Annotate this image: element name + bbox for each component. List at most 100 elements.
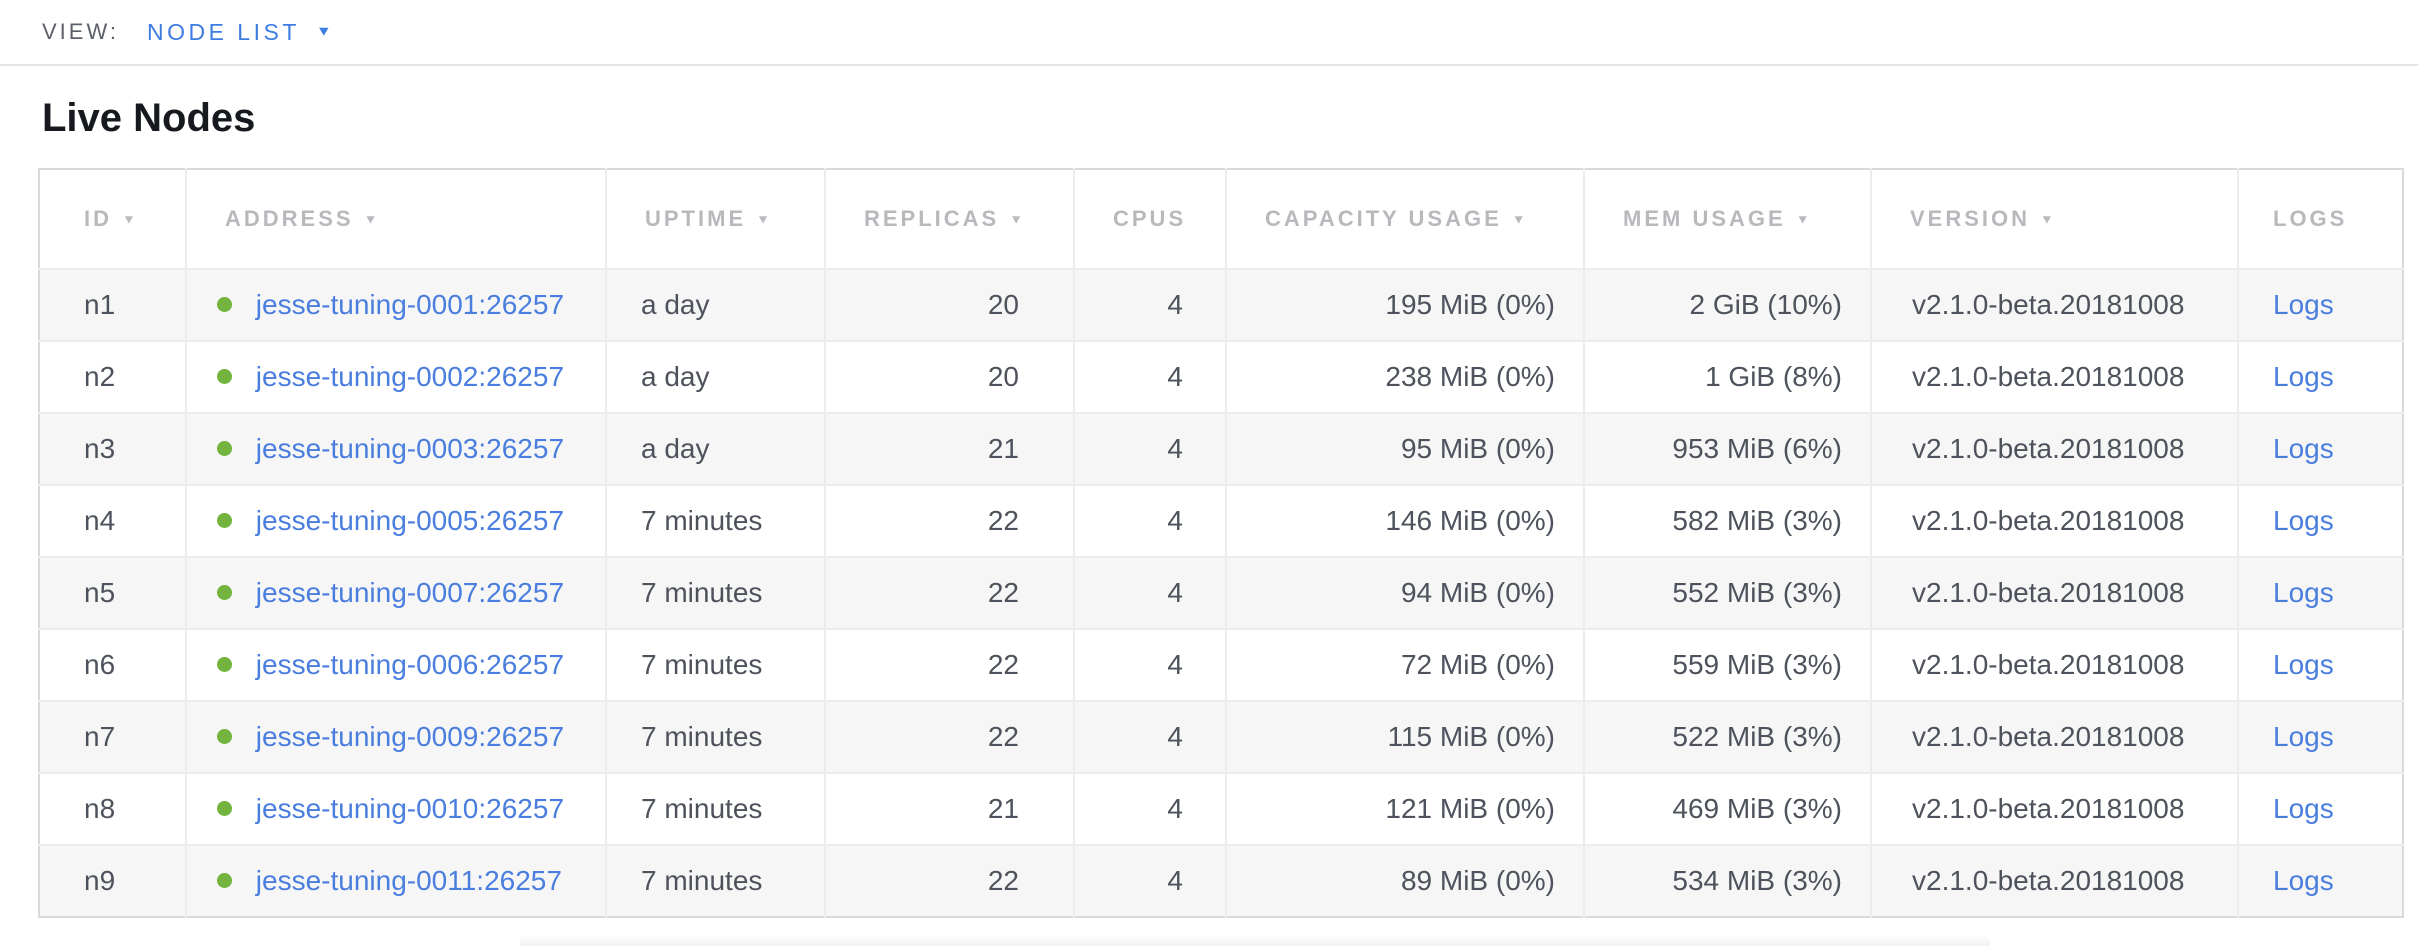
address-link[interactable]: jesse-tuning-0001:26257: [255, 289, 565, 320]
cell-version: v2.1.0-beta.20181008: [1871, 772, 2239, 845]
logs-link[interactable]: Logs: [2273, 793, 2334, 824]
sort-desc-icon: ▼: [363, 211, 381, 227]
cell-logs: Logs: [2238, 268, 2403, 341]
cell-replicas: 22: [825, 700, 1075, 773]
content-area: Live Nodes ID ▼ ADDRESS ▼ UPTIME ▼ REPLICAS…: [0, 94, 2418, 918]
cell-node-id: n7: [39, 700, 187, 773]
cell-replicas: 20: [825, 268, 1075, 341]
address-link[interactable]: jesse-tuning-0005:26257: [255, 505, 565, 536]
logs-link[interactable]: Logs: [2273, 433, 2334, 464]
logs-link[interactable]: Logs: [2273, 721, 2334, 752]
column-header-id[interactable]: ID ▼: [39, 169, 187, 269]
view-bar: VIEW: NODE LIST ▼: [0, 0, 2418, 66]
cell-cpus: 4: [1074, 628, 1227, 701]
cell-cpus: 4: [1074, 772, 1227, 845]
column-header-capacity-usage[interactable]: CAPACITY USAGE ▼: [1226, 169, 1585, 269]
node-live-dot-icon: [217, 585, 232, 600]
cell-capacity-usage: 115 MiB (0%): [1226, 700, 1585, 773]
address-link[interactable]: jesse-tuning-0006:26257: [255, 649, 565, 680]
table-row: n6 jesse-tuning-0006:26257 7 minutes 22 …: [39, 628, 2403, 701]
column-header-replicas[interactable]: REPLICAS ▼: [825, 169, 1075, 269]
address-link[interactable]: jesse-tuning-0011:26257: [255, 865, 562, 896]
address-link[interactable]: jesse-tuning-0009:26257: [255, 721, 565, 752]
cell-address: jesse-tuning-0005:26257: [186, 484, 607, 557]
sort-desc-icon: ▼: [756, 211, 773, 227]
logs-link[interactable]: Logs: [2273, 865, 2334, 896]
cell-node-id: n3: [39, 412, 187, 485]
cell-uptime: a day: [606, 412, 826, 485]
table-row: n9 jesse-tuning-0011:26257 7 minutes 22 …: [39, 844, 2403, 917]
node-live-dot-icon: [217, 441, 232, 456]
cell-address: jesse-tuning-0009:26257: [186, 700, 607, 773]
cell-replicas: 21: [825, 412, 1075, 485]
address-link[interactable]: jesse-tuning-0007:26257: [255, 577, 565, 608]
cell-replicas: 22: [825, 844, 1075, 917]
column-header-cpus: CPUS: [1074, 169, 1227, 269]
logs-link[interactable]: Logs: [2273, 649, 2334, 680]
logs-link[interactable]: Logs: [2273, 505, 2334, 536]
logs-link[interactable]: Logs: [2273, 289, 2334, 320]
sort-desc-icon: ▼: [122, 211, 139, 227]
cell-cpus: 4: [1074, 700, 1227, 773]
logs-link[interactable]: Logs: [2273, 361, 2334, 392]
cell-cpus: 4: [1074, 268, 1227, 341]
cutoff-element-shadow: [520, 934, 1990, 946]
column-header-address[interactable]: ADDRESS ▼: [186, 169, 607, 269]
cell-capacity-usage: 238 MiB (0%): [1226, 340, 1585, 413]
cell-mem-usage: 534 MiB (3%): [1584, 844, 1872, 917]
cell-mem-usage: 1 GiB (8%): [1584, 340, 1872, 413]
cell-cpus: 4: [1074, 484, 1227, 557]
cell-replicas: 22: [825, 628, 1075, 701]
cell-version: v2.1.0-beta.20181008: [1871, 412, 2239, 485]
cell-address: jesse-tuning-0011:26257: [186, 844, 607, 917]
cell-version: v2.1.0-beta.20181008: [1871, 844, 2239, 917]
sort-desc-icon: ▼: [2040, 211, 2057, 227]
cell-address: jesse-tuning-0003:26257: [186, 412, 607, 485]
cell-uptime: 7 minutes: [606, 844, 826, 917]
cell-address: jesse-tuning-0010:26257: [186, 772, 607, 845]
cell-address: jesse-tuning-0002:26257: [186, 340, 607, 413]
logs-link[interactable]: Logs: [2273, 577, 2334, 608]
cell-address: jesse-tuning-0006:26257: [186, 628, 607, 701]
view-label: VIEW:: [42, 19, 119, 44]
address-link[interactable]: jesse-tuning-0010:26257: [255, 793, 565, 824]
cell-version: v2.1.0-beta.20181008: [1871, 628, 2239, 701]
node-live-dot-icon: [217, 801, 232, 816]
table-row: n8 jesse-tuning-0010:26257 7 minutes 21 …: [39, 772, 2403, 845]
table-row: n4 jesse-tuning-0005:26257 7 minutes 22 …: [39, 484, 2403, 557]
cell-capacity-usage: 121 MiB (0%): [1226, 772, 1585, 845]
cell-uptime: 7 minutes: [606, 484, 826, 557]
cell-capacity-usage: 94 MiB (0%): [1226, 556, 1585, 629]
cell-cpus: 4: [1074, 556, 1227, 629]
cell-node-id: n6: [39, 628, 187, 701]
node-live-dot-icon: [217, 657, 232, 672]
cell-logs: Logs: [2238, 628, 2403, 701]
cell-logs: Logs: [2238, 484, 2403, 557]
cell-logs: Logs: [2238, 772, 2403, 845]
cell-node-id: n1: [39, 268, 187, 341]
cell-logs: Logs: [2238, 844, 2403, 917]
cell-uptime: 7 minutes: [606, 556, 826, 629]
live-nodes-table: ID ▼ ADDRESS ▼ UPTIME ▼ REPLICAS ▼ CPUS CAPA…: [38, 168, 2404, 918]
address-link[interactable]: jesse-tuning-0003:26257: [255, 433, 565, 464]
address-link[interactable]: jesse-tuning-0002:26257: [255, 361, 565, 392]
cell-address: jesse-tuning-0001:26257: [186, 268, 607, 341]
sort-desc-icon: ▼: [1511, 211, 1529, 227]
cell-capacity-usage: 146 MiB (0%): [1226, 484, 1585, 557]
cell-replicas: 21: [825, 772, 1075, 845]
cell-capacity-usage: 95 MiB (0%): [1226, 412, 1585, 485]
cell-node-id: n4: [39, 484, 187, 557]
table-row: n3 jesse-tuning-0003:26257 a day 21 4 95…: [39, 412, 2403, 485]
cell-uptime: a day: [606, 340, 826, 413]
cell-mem-usage: 582 MiB (3%): [1584, 484, 1872, 557]
table-row: n7 jesse-tuning-0009:26257 7 minutes 22 …: [39, 700, 2403, 773]
cell-replicas: 22: [825, 484, 1075, 557]
cell-capacity-usage: 72 MiB (0%): [1226, 628, 1585, 701]
node-live-dot-icon: [217, 297, 232, 312]
column-header-uptime[interactable]: UPTIME ▼: [606, 169, 826, 269]
cell-address: jesse-tuning-0007:26257: [186, 556, 607, 629]
column-header-version[interactable]: VERSION ▼: [1871, 169, 2239, 269]
view-selector-dropdown[interactable]: NODE LIST ▼: [147, 19, 332, 46]
sort-desc-icon: ▼: [1009, 211, 1027, 227]
column-header-mem-usage[interactable]: MEM USAGE ▼: [1584, 169, 1872, 269]
